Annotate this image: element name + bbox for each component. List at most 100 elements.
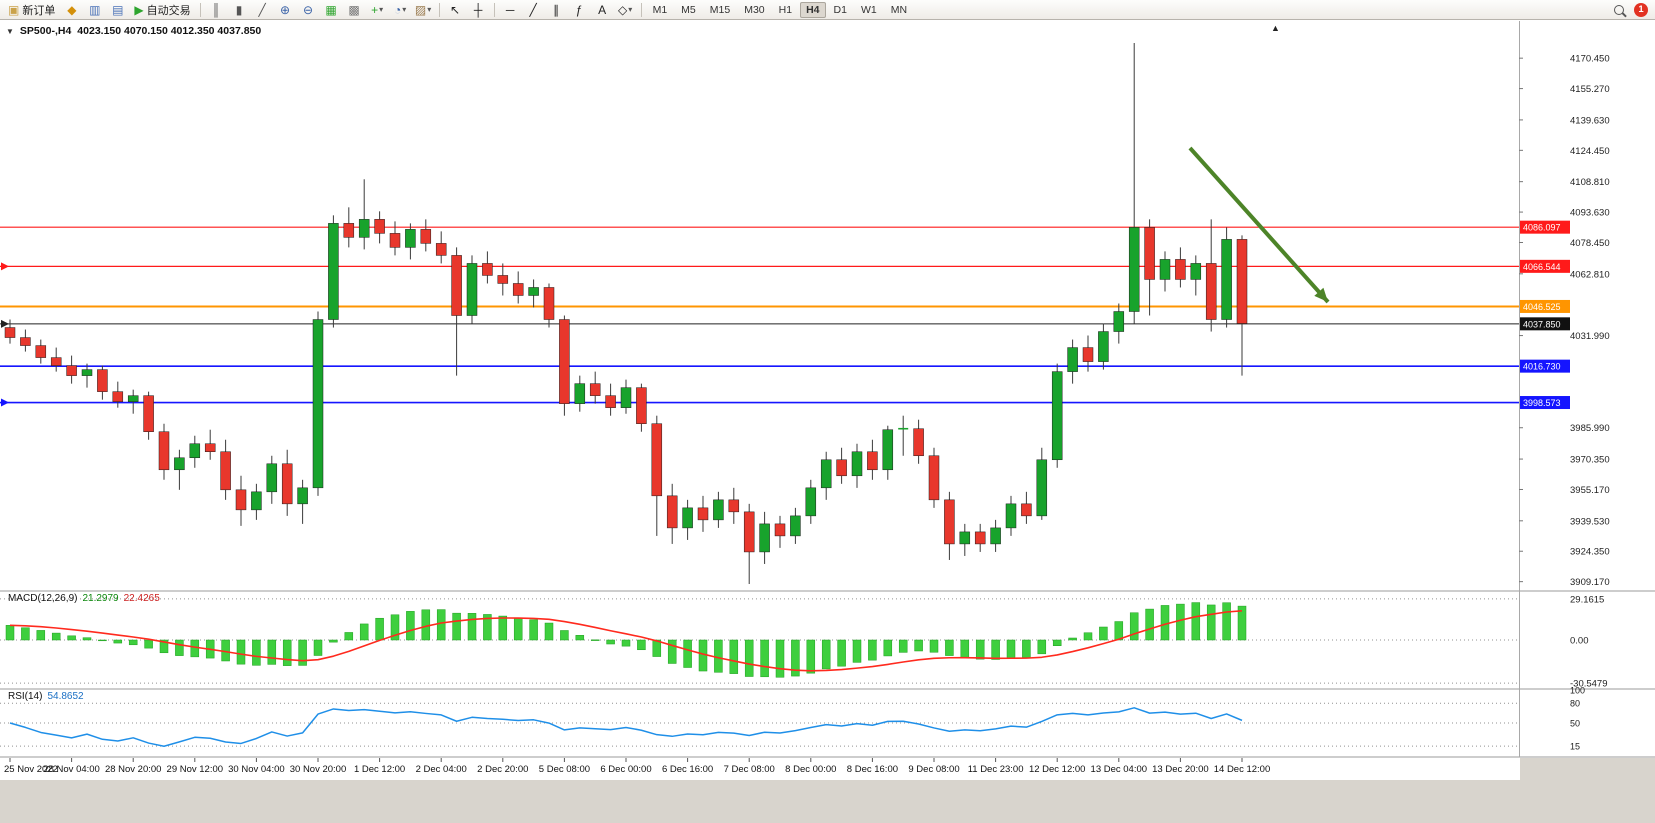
macd-histogram-bar (714, 639, 723, 673)
time-tick-label: 2 Dec 04:00 (416, 764, 467, 775)
line-chart-icon-glyph: ╱ (258, 2, 266, 17)
horizontal-line-icon[interactable]: ─ (499, 1, 522, 18)
macd-histogram-bar (67, 635, 76, 641)
macd-histogram-bar (483, 614, 492, 641)
macd-indicator-label: MACD(12,26,9) 21.2979 22.4265 (8, 593, 160, 604)
grid-icon[interactable]: ▦ (320, 1, 343, 18)
macd-histogram-bar (406, 611, 415, 641)
timeframe-d1-button[interactable]: D1 (833, 3, 847, 16)
bar-chart-icon[interactable]: ║ (205, 1, 228, 18)
timeframe-m5-button[interactable]: M5 (681, 3, 696, 16)
timeframe-m1-button[interactable]: M1 (652, 3, 668, 16)
hline-4037.850[interactable] (0, 319, 1519, 328)
objects-icon-glyph: ◇ (617, 2, 628, 17)
algo-trading-button[interactable]: ▶ 自动交易 (129, 1, 195, 18)
crosshair-icon[interactable]: ┼ (467, 1, 490, 18)
macd-histogram-bar (267, 639, 277, 665)
market-watch-icon-glyph: ▥ (89, 2, 101, 17)
text-icon[interactable]: A (591, 1, 614, 18)
timeframe-h4-button[interactable]: H4 (800, 1, 826, 18)
navigator-icon[interactable]: ▤ (106, 1, 129, 18)
zoom-out-icon[interactable]: ⊖ (297, 1, 320, 18)
periods-icon[interactable]: ◔ ▾ (389, 1, 412, 18)
macd-histogram-bar (898, 639, 908, 653)
price-label-box (1520, 220, 1570, 234)
macd-histogram-bar (467, 613, 477, 641)
time-tick-label: 30 Nov 04:00 (228, 764, 285, 775)
time-tick-label: 29 Nov 12:00 (167, 764, 224, 775)
macd-histogram-bar (1068, 637, 1077, 641)
candle-body (127, 395, 139, 402)
candle-body (158, 431, 170, 471)
text-icon-glyph: A (598, 2, 607, 17)
hline-left-anchor[interactable] (1, 398, 9, 407)
notification-badge[interactable]: 1 (1634, 2, 1648, 17)
timeframe-w1-button[interactable]: W1 (860, 3, 877, 16)
hline-left-anchor[interactable] (1, 262, 9, 271)
fibonacci-icon[interactable]: ƒ (568, 1, 591, 18)
macd-histogram-bar (36, 630, 46, 641)
navigator-icon-glyph: ▤ (112, 2, 124, 17)
price-tick-label: 4062.810 (1570, 269, 1610, 280)
hline-left-anchor[interactable] (1, 319, 9, 328)
candle-body (1128, 227, 1140, 312)
candle-body (312, 319, 324, 489)
zoom-in-icon[interactable]: ⊕ (274, 1, 297, 18)
candle-body (1005, 503, 1017, 529)
macd-histogram-bar (51, 632, 61, 641)
price-axis[interactable]: 4170.450 4155.270 4139.630 4124.450 4108.810… (1519, 54, 1610, 588)
macd-histogram-bar (606, 639, 615, 645)
channel-icon[interactable]: ∥ (545, 1, 568, 18)
candlestick-chart-icon[interactable]: ▮ (228, 1, 251, 18)
one-click-trading-arrow-icon[interactable]: ▲ (1271, 23, 1280, 33)
trend-arrow-shaft[interactable] (1188, 146, 1330, 304)
macd-histogram-bar (513, 618, 523, 641)
objects-icon[interactable]: ◇ ▾ (614, 1, 637, 18)
search-icon[interactable] (1607, 1, 1630, 18)
trend-arrow-head[interactable] (1314, 287, 1328, 302)
candle-body (1113, 311, 1125, 332)
indicators-icon[interactable]: + ▾ (366, 1, 389, 18)
macd-histogram-bar (128, 639, 138, 646)
timeframe-m30-button[interactable]: M30 (744, 3, 765, 16)
macd-histogram-bar (1083, 632, 1093, 641)
cursor-icon[interactable]: ↖ (444, 1, 467, 18)
favorites-icon[interactable]: ◆ (60, 1, 83, 18)
macd-histogram-bar (190, 639, 200, 658)
macd-histogram-bar (375, 617, 384, 641)
hline-4066.544[interactable] (0, 262, 1519, 271)
periods-icon-glyph: ◔ (393, 2, 402, 17)
macd-histogram-bar (991, 639, 1000, 660)
trendline-icon[interactable]: ╱ (522, 1, 545, 18)
candle-body (97, 369, 108, 392)
candle-body (4, 327, 16, 338)
candle-body (189, 443, 201, 459)
macd-histogram-bar (575, 635, 585, 641)
candle-body (636, 387, 647, 424)
chart-menu-triangle-icon[interactable]: ▼ (6, 26, 14, 36)
candle-body (1159, 259, 1171, 280)
templates-icon[interactable]: ▨ ▾ (412, 1, 435, 18)
candle-body (944, 499, 955, 545)
timeframe-m15-button[interactable]: M15 (709, 3, 731, 16)
new-order-button[interactable]: ▣ 新订单 (3, 1, 60, 18)
price-label-box (1520, 259, 1570, 273)
trend-arrow-annotation[interactable] (1188, 146, 1330, 304)
candle-body (405, 229, 416, 248)
timeframe-h1-button[interactable]: H1 (778, 3, 793, 16)
macd-main-value: 21.2979 (82, 593, 119, 604)
tile-windows-icon[interactable]: ▩ (343, 1, 366, 18)
macd-histogram-bar (590, 639, 600, 641)
candle-body (1036, 459, 1048, 517)
time-tick-label: 28 Nov 04:00 (43, 764, 100, 775)
market-watch-icon[interactable]: ▥ (83, 1, 106, 18)
dropdown-caret-icon: ▾ (628, 5, 633, 14)
hline-3998.573[interactable] (0, 398, 1519, 407)
candle-body (574, 383, 586, 404)
line-chart-icon[interactable]: ╱ (251, 1, 274, 18)
timeframe-mn-button[interactable]: MN (890, 3, 908, 16)
candle-body (697, 507, 709, 521)
macd-histogram-bar (329, 639, 338, 643)
